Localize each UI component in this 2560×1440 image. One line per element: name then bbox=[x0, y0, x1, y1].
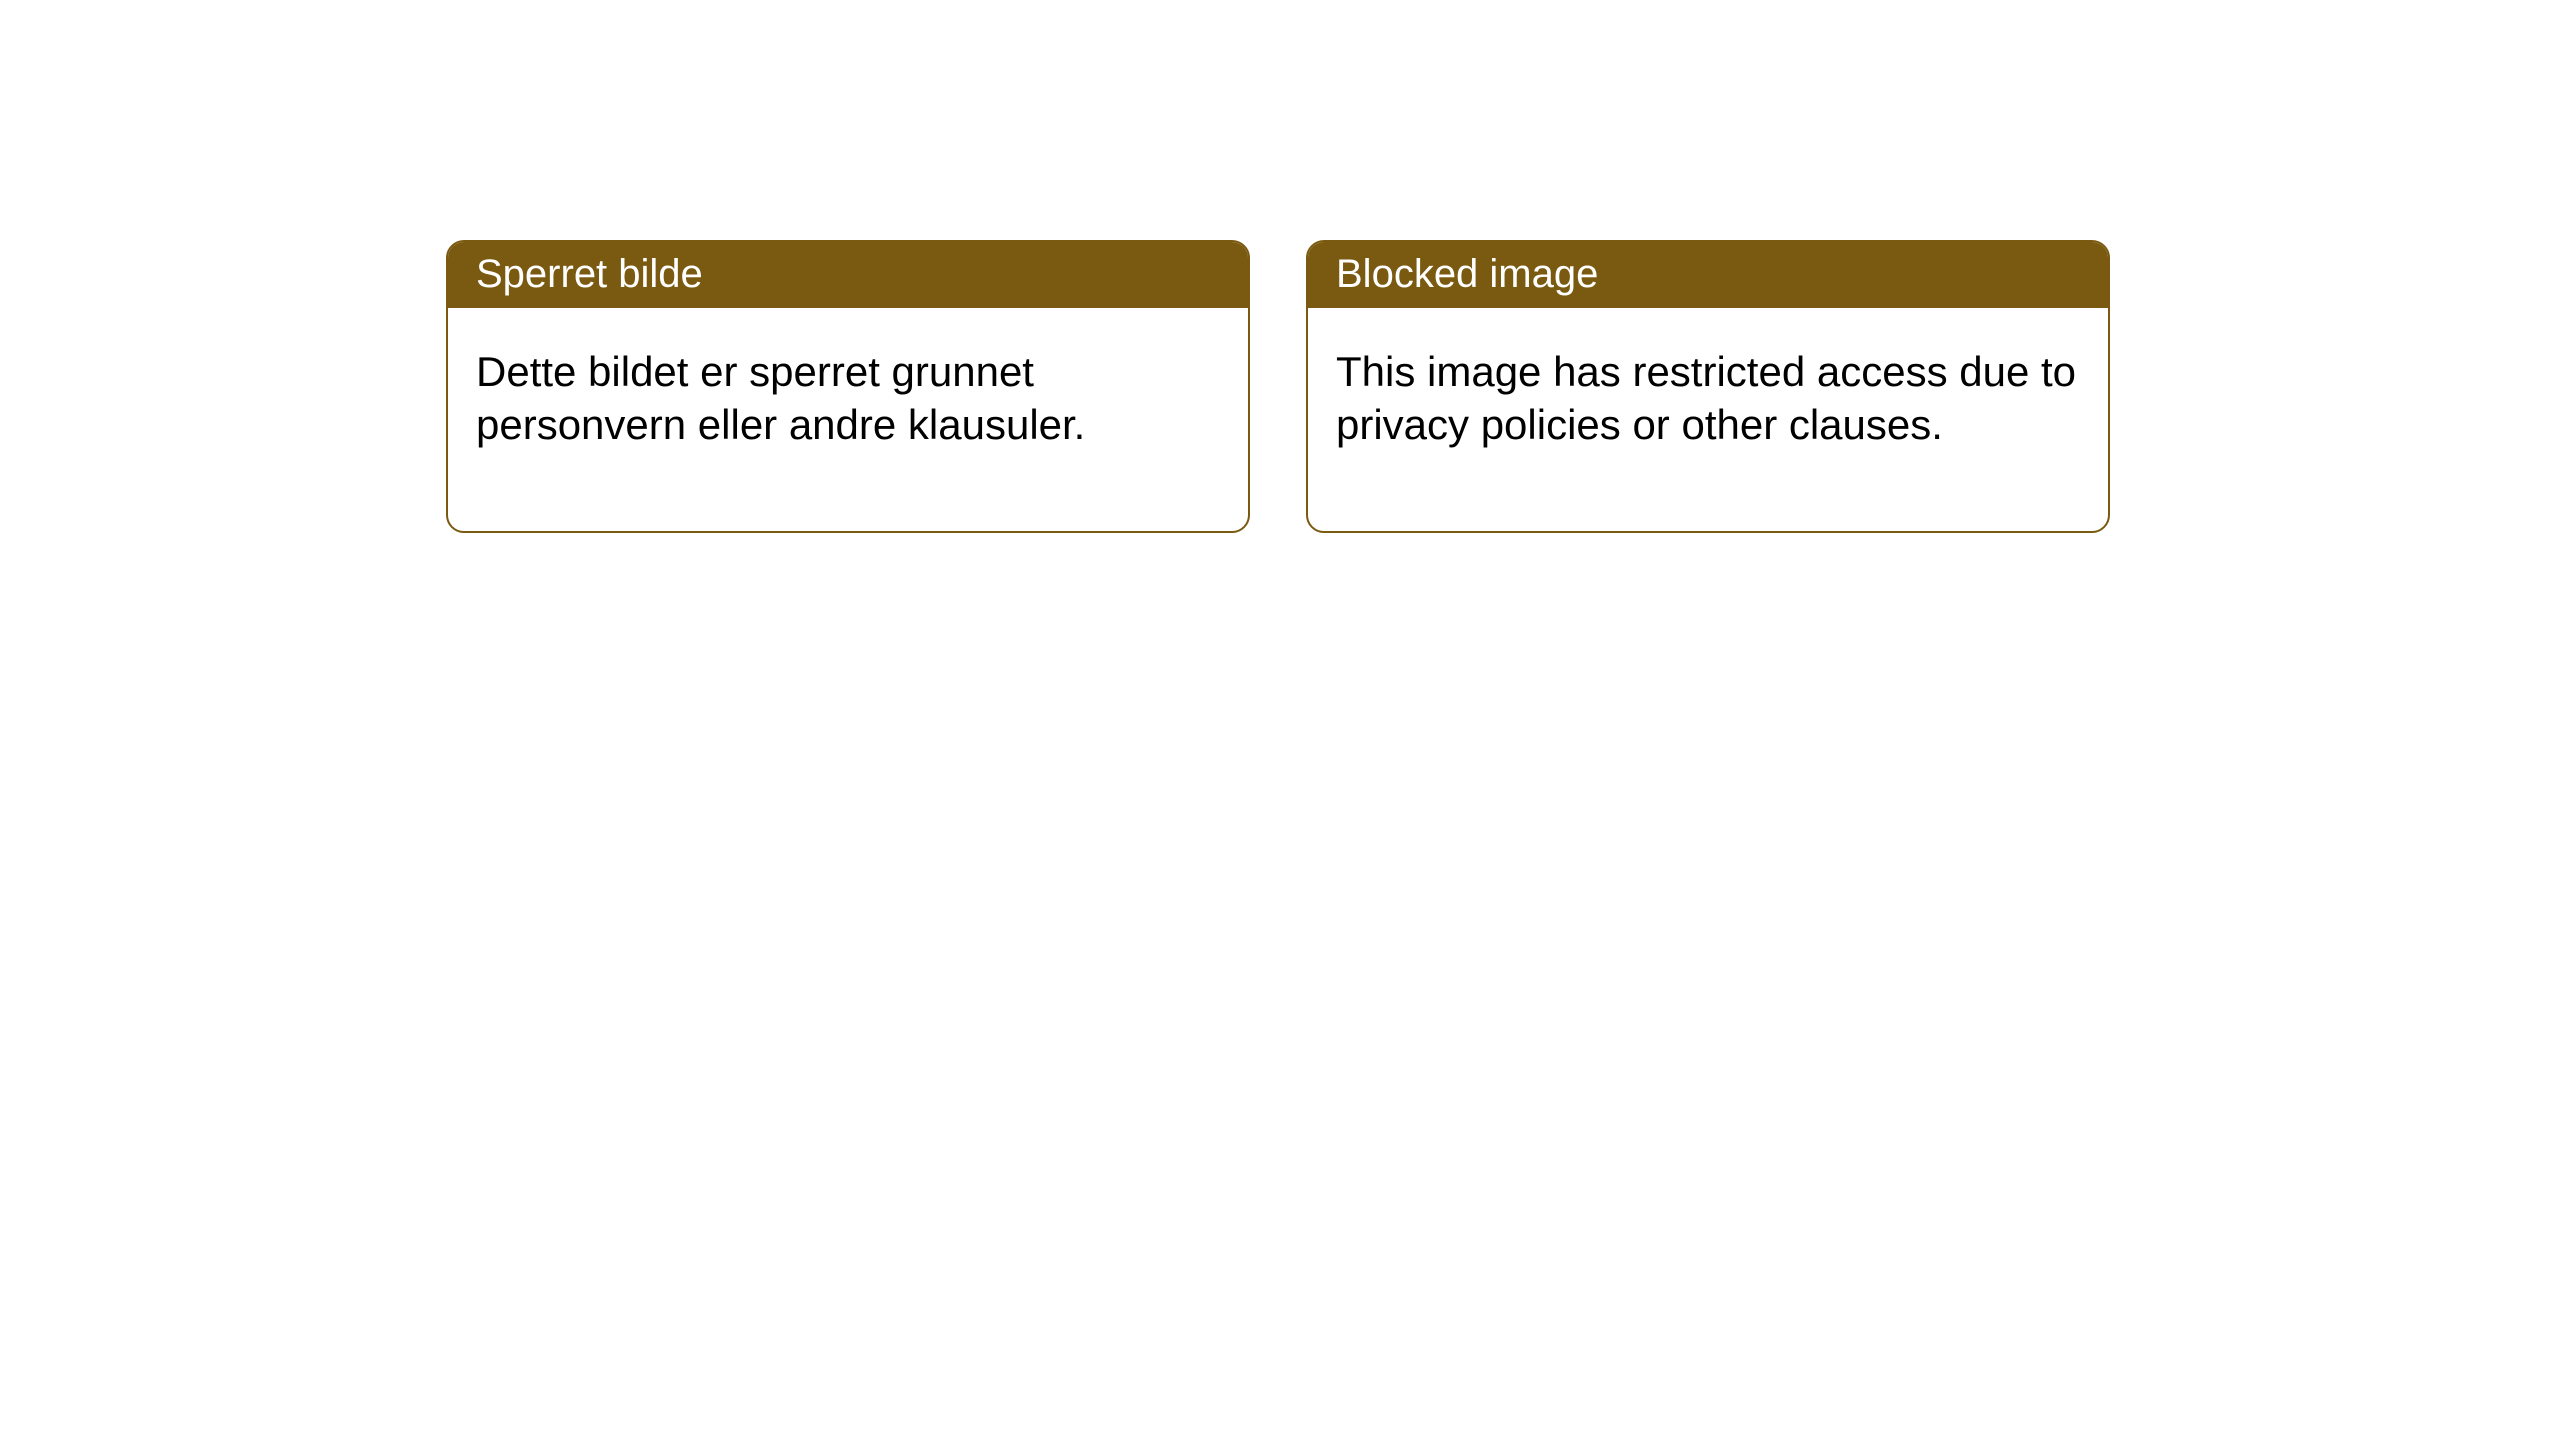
notice-card-title: Sperret bilde bbox=[448, 242, 1248, 308]
notice-card-body: This image has restricted access due to … bbox=[1308, 308, 2108, 531]
notice-card-body: Dette bildet er sperret grunnet personve… bbox=[448, 308, 1248, 531]
notice-card-title: Blocked image bbox=[1308, 242, 2108, 308]
notice-card-english: Blocked image This image has restricted … bbox=[1306, 240, 2110, 533]
notice-cards-container: Sperret bilde Dette bildet er sperret gr… bbox=[446, 240, 2560, 533]
notice-card-norwegian: Sperret bilde Dette bildet er sperret gr… bbox=[446, 240, 1250, 533]
